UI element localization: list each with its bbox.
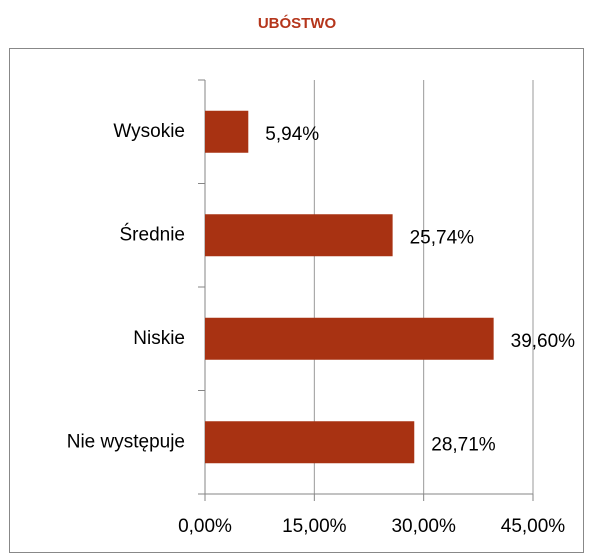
- value-label: 5,94%: [265, 124, 319, 145]
- chart-title: UBÓSTWO: [258, 14, 337, 32]
- bar: [205, 317, 494, 360]
- x-tick-label: 45,00%: [501, 516, 566, 537]
- y-tick-label: Niskie: [133, 328, 185, 349]
- value-label: 39,60%: [511, 331, 576, 352]
- value-label: 25,74%: [410, 227, 475, 248]
- y-tick-label: Wysokie: [113, 121, 185, 142]
- x-tick-label: 15,00%: [282, 516, 347, 537]
- value-label: 28,71%: [431, 434, 496, 455]
- bar: [205, 214, 393, 257]
- bar: [205, 110, 249, 153]
- chart-frame: [9, 48, 584, 553]
- x-tick-label: 0,00%: [178, 516, 232, 537]
- bar: [205, 421, 415, 464]
- y-tick-label: Średnie: [120, 223, 186, 245]
- x-tick-label: 30,00%: [391, 516, 456, 537]
- y-tick-label: Nie występuje: [67, 431, 185, 452]
